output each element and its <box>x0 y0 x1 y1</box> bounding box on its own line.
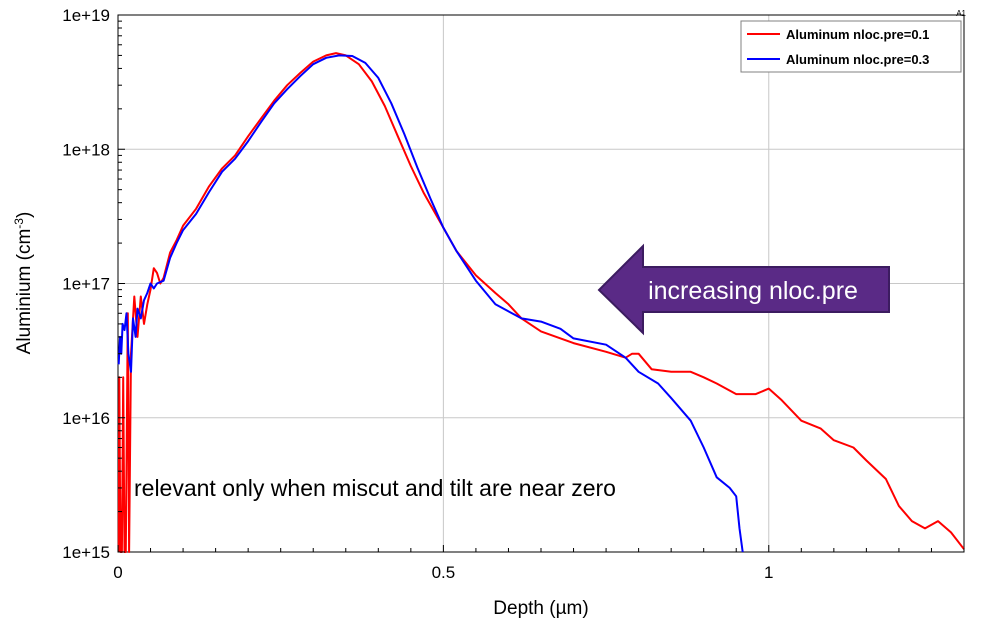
y-axis-label-close: ) <box>14 212 35 218</box>
y-axis-label-main: Aluminium (cm <box>14 229 35 355</box>
x-axis-label: Depth (µm) <box>493 598 588 619</box>
y-tick-label: 1e+18 <box>62 140 110 159</box>
y-axis-label-sup: -3 <box>12 218 26 229</box>
y-tick-label: 1e+16 <box>62 409 110 428</box>
annotation-note: relevant only when miscut and tilt are n… <box>134 475 616 501</box>
x-tick-label: 0 <box>113 563 122 582</box>
x-tick-label: 1 <box>764 563 773 582</box>
annotation-arrow: increasing nloc.pre <box>597 243 890 336</box>
y-tick-label: 1e+19 <box>62 6 110 25</box>
legend-box <box>740 20 962 73</box>
series-layer <box>117 52 965 553</box>
legend-label-blue: Aluminum nloc.pre=0.3 <box>786 52 929 67</box>
annotation-arrow-text: increasing nloc.pre <box>648 277 858 305</box>
y-axis-label: Aluminium (cm-3) <box>12 212 35 355</box>
legend: Aluminum nloc.pre=0.1 Aluminum nloc.pre=… <box>740 20 962 73</box>
x-tick-label: 0.5 <box>432 563 456 582</box>
legend-label-red: Aluminum nloc.pre=0.1 <box>786 27 929 42</box>
series-line-blue <box>117 54 744 553</box>
y-tick-label: 1e+17 <box>62 275 110 294</box>
left-arrow-icon <box>597 243 890 336</box>
corner-label: A1 <box>956 9 966 18</box>
axis-ticks: 0 0.5 1 1e+15 1e+16 1e+17 1e+18 1e+19 <box>62 6 965 582</box>
series-line-red <box>117 52 965 553</box>
y-tick-label: 1e+15 <box>62 543 110 562</box>
